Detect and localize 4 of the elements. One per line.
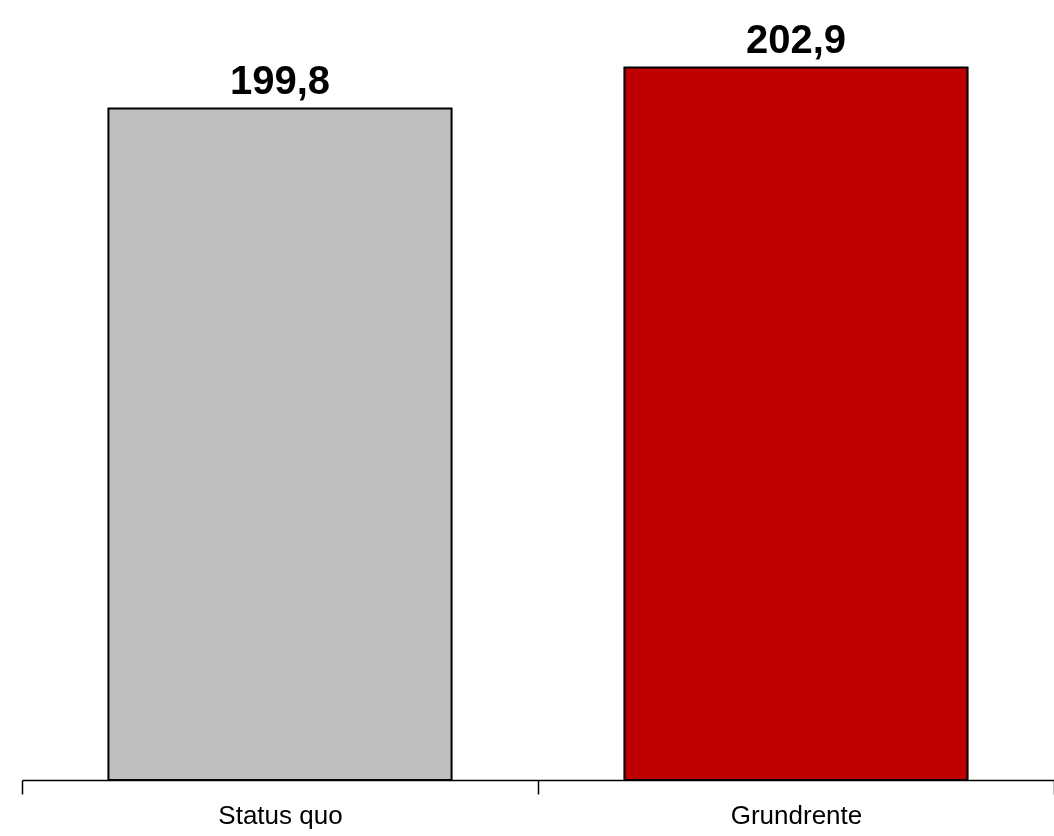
data-label: 199,8: [229, 58, 331, 103]
data-label: 202,9: [745, 17, 847, 62]
x-tick-label: Status quo: [218, 799, 343, 830]
x-tick-label: Grundrente: [730, 799, 863, 830]
